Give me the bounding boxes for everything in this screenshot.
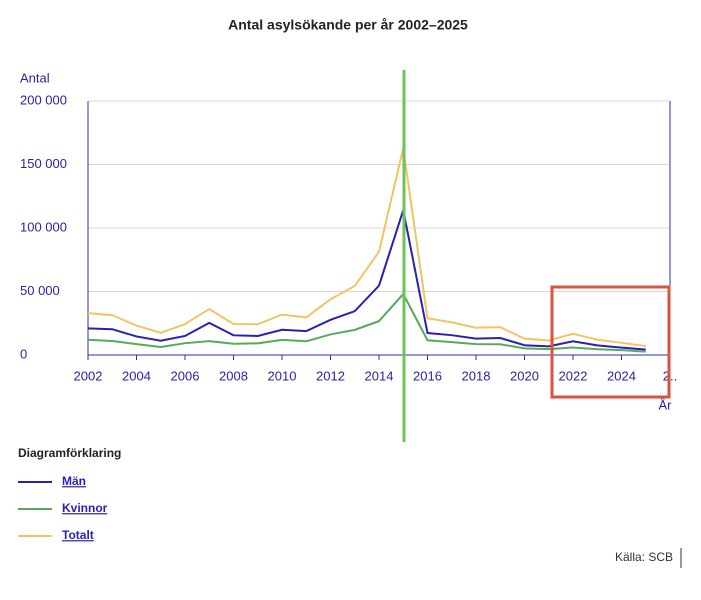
y-tick-label: 100 000 xyxy=(20,219,67,234)
x-axis-label: År xyxy=(659,397,673,412)
x-tick-label: 2004 xyxy=(122,368,151,383)
y-axis-label: Antal xyxy=(20,70,50,85)
y-tick-label: 150 000 xyxy=(20,156,67,171)
x-tick-label: 2008 xyxy=(219,368,248,383)
chart-title: Antal asylsökande per år 2002–2025 xyxy=(228,17,468,33)
y-tick-label: 200 000 xyxy=(20,92,67,107)
source: Källa: SCB xyxy=(615,550,673,564)
x-tick-label: 2024 xyxy=(607,368,636,383)
highlight-box xyxy=(550,285,671,399)
x-tick-label: 2014 xyxy=(365,368,394,383)
legend-entry[interactable]: Kvinnor xyxy=(62,501,108,515)
legend-title: Diagramförklaring xyxy=(18,446,121,460)
x-tick-label: 2002 xyxy=(74,368,103,383)
y-tick-label: 0 xyxy=(20,346,27,361)
series-line xyxy=(87,147,646,348)
x-tick-label: 2022 xyxy=(559,368,588,383)
x-tick-label: 2020 xyxy=(510,368,539,383)
legend-entry[interactable]: Totalt xyxy=(62,528,94,542)
plot-area: 0 50 000 100 000 150 000 200 000 2002 2004 2006… xyxy=(20,92,677,395)
x-tick-label: 2016 xyxy=(413,368,442,383)
legend-entry[interactable]: Män xyxy=(62,474,86,488)
x-tick-label: 2006 xyxy=(171,368,200,383)
legend: Män Kvinnor Totalt xyxy=(18,474,108,542)
x-tick-label: 2012 xyxy=(316,368,345,383)
x-tick-label: 2010 xyxy=(268,368,297,383)
y-tick-label: 50 000 xyxy=(20,283,60,298)
x-tick-label: 2018 xyxy=(462,368,491,383)
